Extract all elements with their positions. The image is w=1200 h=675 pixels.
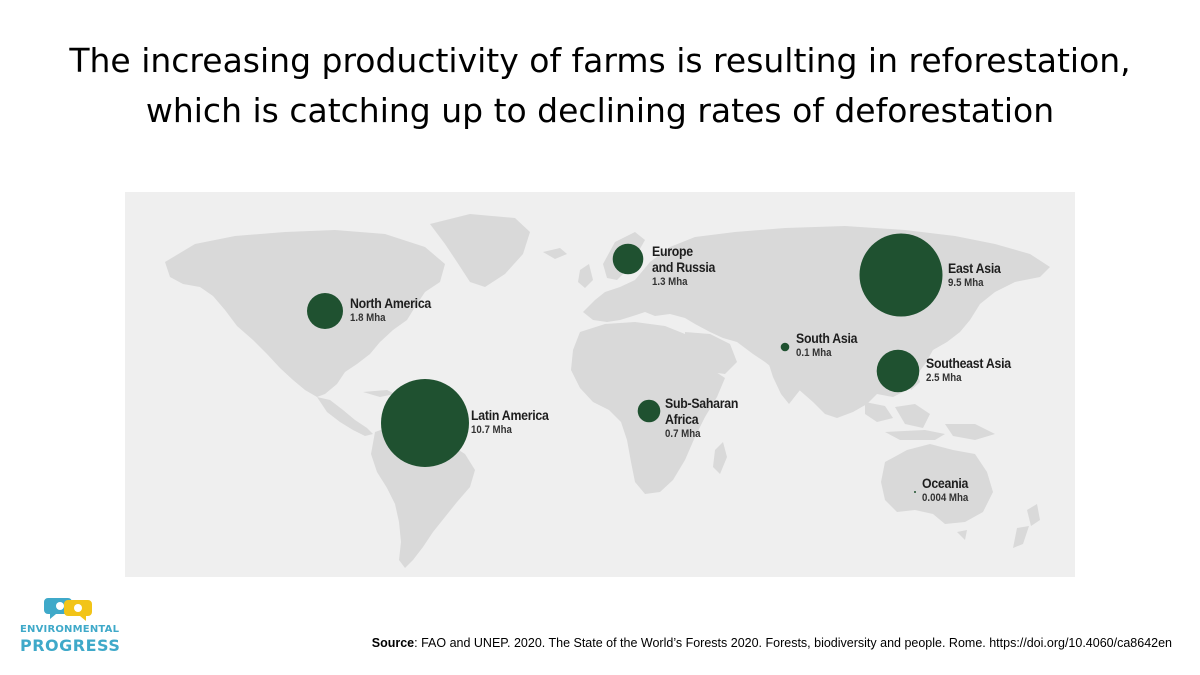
region-name: North America [350, 295, 432, 311]
region-name: Southeast Asia [926, 355, 1011, 371]
bubble-southeast-asia [876, 349, 920, 393]
bubble-south-asia [780, 342, 790, 352]
bubble-oceania [914, 491, 916, 493]
bubble-sub-saharan-africa [637, 399, 661, 423]
region-value: 1.3 Mha [652, 276, 688, 288]
region-value: 0.1 Mha [796, 347, 832, 359]
region-label-east-asia: East Asia 9.5 Mha [948, 260, 1008, 290]
region-name: Latin America [471, 407, 549, 423]
region-name: East Asia [948, 260, 1001, 276]
region-value: 2.5 Mha [926, 372, 962, 384]
region-name: Africa [665, 411, 699, 427]
page-title: The increasing productivity of farms is … [0, 36, 1200, 136]
environmental-progress-logo: ENVIRONMENTAL PROGRESS [18, 594, 121, 655]
region-label-latin-america: Latin America 10.7 Mha [471, 407, 559, 437]
world-map [125, 192, 1075, 577]
region-label-north-america: North America 1.8 Mha [350, 295, 442, 325]
region-label-south-asia: South Asia 0.1 Mha [796, 330, 866, 360]
region-label-oceania: Oceania 0.004 Mha [922, 475, 975, 505]
source-label: Source [371, 636, 415, 650]
region-value: 0.004 Mha [922, 492, 969, 504]
region-value: 9.5 Mha [948, 277, 984, 289]
region-value: 1.8 Mha [350, 312, 386, 324]
bubble-europe-russia [612, 243, 644, 275]
logo-line-2: PROGRESS [20, 636, 121, 655]
bubble-north-america [307, 293, 343, 329]
region-name: Europe [652, 243, 693, 259]
logo-line-1: ENVIRONMENTAL [20, 624, 120, 635]
source-citation: Source: FAO and UNEP. 2020. The State of… [372, 636, 1172, 650]
region-value: 0.7 Mha [665, 428, 701, 440]
region-value: 10.7 Mha [471, 424, 512, 436]
bubble-east-asia [859, 233, 943, 317]
region-name: Oceania [922, 475, 969, 491]
region-name: and Russia [652, 259, 716, 275]
title-line-2: which is catching up to declining rates … [145, 91, 1055, 130]
ep-speech-bubbles-icon [44, 598, 92, 621]
source-text: : FAO and UNEP. 2020. The State of the W… [414, 636, 1172, 650]
region-name: Sub-Saharan [665, 395, 739, 411]
region-name: South Asia [796, 330, 858, 346]
region-label-sub-saharan-africa: Sub-Saharan Africa 0.7 Mha [665, 395, 748, 441]
bubble-latin-america [381, 379, 469, 467]
region-label-europe-russia: Europe and Russia 1.3 Mha [652, 243, 724, 289]
title-line-1: The increasing productivity of farms is … [69, 41, 1131, 80]
region-label-southeast-asia: Southeast Asia 2.5 Mha [926, 355, 1022, 385]
reforestation-bubbles [307, 233, 943, 493]
